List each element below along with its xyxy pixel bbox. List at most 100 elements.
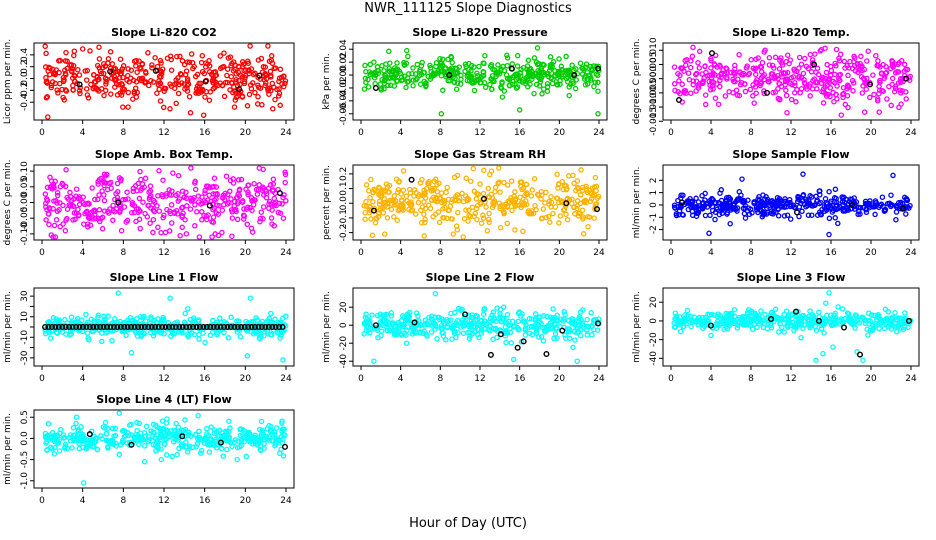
data-point xyxy=(583,61,590,67)
data-point xyxy=(203,183,210,189)
data-point xyxy=(259,184,266,190)
x-tick-label: 12 xyxy=(474,248,485,258)
data-point xyxy=(89,209,95,215)
data-point xyxy=(806,198,812,204)
data-point xyxy=(798,61,805,67)
data-point xyxy=(699,204,705,211)
data-point xyxy=(512,196,519,202)
data-point xyxy=(845,72,851,79)
data-point xyxy=(552,331,559,337)
data-point xyxy=(221,93,228,100)
data-point xyxy=(570,172,576,179)
panel-title: Slope Li-820 Pressure xyxy=(412,26,547,39)
data-point xyxy=(241,428,248,434)
data-point xyxy=(903,211,909,217)
data-point xyxy=(392,330,399,336)
data-point xyxy=(443,337,449,343)
data-point xyxy=(696,48,703,55)
reference-point xyxy=(115,199,122,206)
data-point xyxy=(280,453,287,459)
reference-point xyxy=(262,324,269,331)
data-point xyxy=(110,207,116,214)
outlier-point xyxy=(258,418,265,425)
data-point xyxy=(171,432,178,439)
data-point xyxy=(719,70,725,76)
data-point xyxy=(139,435,145,441)
data-point xyxy=(389,321,396,328)
data-point xyxy=(150,207,157,213)
data-point xyxy=(118,177,124,184)
data-point xyxy=(400,323,407,330)
data-point xyxy=(60,221,66,227)
data-point xyxy=(405,53,411,60)
data-point xyxy=(427,205,434,212)
data-point xyxy=(706,312,713,318)
data-point xyxy=(382,199,389,206)
data-point xyxy=(569,200,575,207)
x-tick-label: 8 xyxy=(120,496,126,506)
data-point xyxy=(155,438,161,445)
data-point xyxy=(207,332,214,338)
data-point xyxy=(112,432,119,439)
data-point xyxy=(104,171,110,178)
data-point xyxy=(363,68,369,75)
data-point xyxy=(279,201,285,207)
data-point xyxy=(222,79,229,86)
data-point xyxy=(192,180,198,186)
data-point xyxy=(150,229,156,236)
data-point xyxy=(149,65,155,71)
data-point xyxy=(868,312,875,318)
reference-point xyxy=(497,331,504,338)
data-point xyxy=(772,306,779,313)
data-point xyxy=(558,316,565,323)
data-point xyxy=(540,206,547,212)
data-point xyxy=(747,86,754,93)
data-point xyxy=(413,328,420,335)
data-point xyxy=(752,66,758,72)
x-tick-label: 12 xyxy=(785,248,796,258)
panel-title: Slope Li-820 Temp. xyxy=(732,26,850,39)
data-point xyxy=(671,81,678,87)
data-point xyxy=(403,193,410,199)
data-point xyxy=(840,201,846,208)
data-point xyxy=(78,424,84,430)
data-point xyxy=(585,223,591,230)
x-tick-label: 12 xyxy=(158,128,169,138)
data-point xyxy=(121,204,128,210)
data-point xyxy=(217,315,223,321)
data-point xyxy=(695,210,701,217)
data-point xyxy=(518,183,524,190)
data-point xyxy=(237,334,244,340)
data-point xyxy=(177,53,183,60)
data-point xyxy=(108,440,114,447)
data-point xyxy=(832,71,838,78)
data-point xyxy=(520,228,526,235)
data-point xyxy=(807,308,813,314)
outlier-point xyxy=(62,227,69,234)
data-point xyxy=(187,206,194,212)
data-point xyxy=(68,331,75,337)
data-point xyxy=(203,431,210,437)
data-point xyxy=(254,101,261,107)
data-point xyxy=(259,427,266,434)
data-point xyxy=(169,188,175,194)
data-point xyxy=(45,114,51,120)
data-point xyxy=(50,206,56,212)
reference-point xyxy=(816,317,823,324)
data-point xyxy=(130,96,136,102)
data-point xyxy=(234,200,241,207)
y-tick-label: -0.2 xyxy=(20,82,30,100)
x-tick-label: 8 xyxy=(120,248,126,258)
reference-point xyxy=(214,324,221,331)
data-point xyxy=(589,332,595,338)
data-point xyxy=(423,82,429,89)
data-point xyxy=(840,91,846,98)
data-point xyxy=(110,217,116,224)
reference-point xyxy=(138,324,145,331)
data-point xyxy=(77,90,83,97)
data-point xyxy=(819,75,825,81)
data-point xyxy=(822,196,829,202)
data-point xyxy=(199,52,206,59)
